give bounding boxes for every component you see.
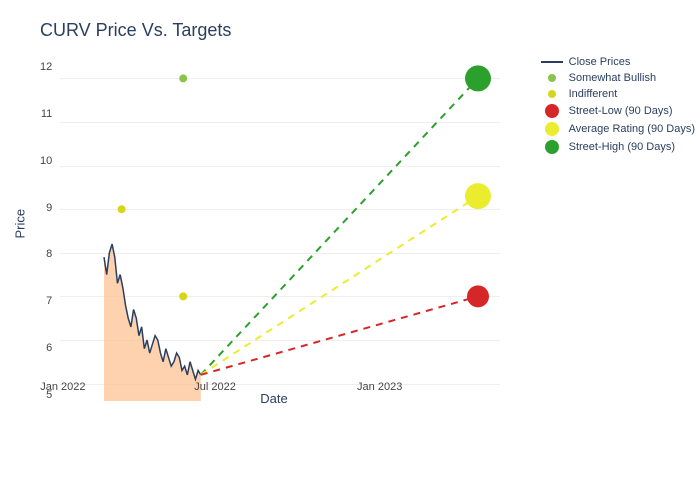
legend-label: Close Prices — [569, 56, 631, 68]
target-line-average-rating — [201, 196, 478, 375]
y-axis-label: Price — [13, 209, 28, 239]
legend-item: Street-High (90 Days) — [541, 140, 695, 154]
legend-label: Somewhat Bullish — [569, 72, 656, 84]
svg-plot — [60, 61, 500, 401]
legend-item: Close Prices — [541, 56, 695, 68]
y-tick: 10 — [40, 155, 52, 167]
legend-line-icon — [541, 61, 563, 63]
legend-item: Somewhat Bullish — [541, 72, 695, 84]
legend-item: Street-Low (90 Days) — [541, 104, 695, 118]
chart-body: Jan 2022Jul 2022Jan 2023 Date Close Pric… — [60, 51, 680, 411]
legend-label: Street-Low (90 Days) — [569, 105, 673, 117]
y-tick: 12 — [40, 61, 52, 73]
legend-label: Street-High (90 Days) — [569, 141, 675, 153]
chart-container: CURV Price Vs. Targets Price 12111098765… — [0, 0, 700, 500]
legend: Close Prices Somewhat Bullish Indifferent S… — [541, 56, 695, 158]
y-axis: 12111098765 — [40, 61, 60, 401]
plot-area: Price 12111098765 Jan 2022Jul 2022Jan 20… — [40, 51, 680, 451]
target-dot-street-low — [467, 285, 489, 307]
legend-dot-icon — [548, 90, 556, 98]
legend-label: Average Rating (90 Days) — [569, 123, 695, 135]
target-line-street-high — [201, 78, 478, 374]
y-tick: 11 — [41, 108, 52, 120]
legend-dot-icon — [548, 74, 556, 82]
x-axis-label: Date — [260, 391, 287, 406]
target-line-street-low — [201, 296, 478, 374]
legend-bigdot-icon — [545, 104, 559, 118]
x-tick: Jan 2022 — [40, 381, 85, 393]
y-tick: 6 — [46, 342, 52, 354]
scatter-somewhat_bullish — [179, 74, 187, 82]
legend-bigdot-icon — [545, 140, 559, 154]
chart-title: CURV Price Vs. Targets — [40, 20, 680, 41]
x-tick: Jan 2023 — [357, 381, 402, 393]
scatter-indifferent — [179, 292, 187, 300]
legend-label: Indifferent — [569, 88, 618, 100]
target-dot-average-rating — [465, 183, 491, 209]
x-tick: Jul 2022 — [194, 381, 236, 393]
legend-bigdot-icon — [545, 122, 559, 136]
legend-item: Average Rating (90 Days) — [541, 122, 695, 136]
price-area — [104, 244, 201, 401]
scatter-indifferent — [118, 205, 126, 213]
y-tick: 9 — [46, 202, 52, 214]
target-dot-street-high — [465, 65, 491, 91]
y-tick: 7 — [46, 295, 52, 307]
legend-item: Indifferent — [541, 88, 695, 100]
y-tick: 8 — [46, 248, 52, 260]
